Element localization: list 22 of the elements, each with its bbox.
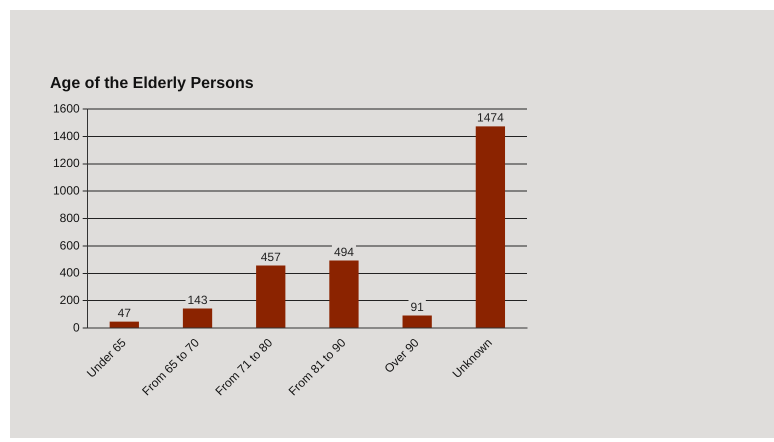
y-tick-label: 800	[60, 210, 80, 225]
y-tick-label: 600	[60, 238, 80, 252]
bar	[476, 126, 506, 328]
data-label: 47	[118, 306, 132, 320]
y-tick-label: 1400	[52, 128, 80, 143]
bar	[256, 266, 286, 328]
y-tick-label: 1000	[52, 184, 80, 198]
y-tick-label: 400	[60, 266, 80, 280]
y-tick-label: 1200	[52, 156, 80, 170]
y-tick-label: 1600	[52, 102, 80, 116]
bar	[110, 322, 139, 328]
bar	[329, 260, 359, 328]
y-tick-label: 0	[73, 320, 80, 334]
data-label: 494	[334, 244, 354, 259]
data-label: 143	[188, 292, 208, 307]
data-label: 457	[260, 250, 282, 264]
bar	[182, 308, 212, 328]
bar	[402, 316, 432, 328]
chart-title: Age of the Elderly Persons	[50, 75, 254, 92]
data-label: 91	[410, 300, 424, 314]
y-tick-label: 200	[60, 292, 80, 307]
data-label: 1474	[477, 110, 504, 125]
